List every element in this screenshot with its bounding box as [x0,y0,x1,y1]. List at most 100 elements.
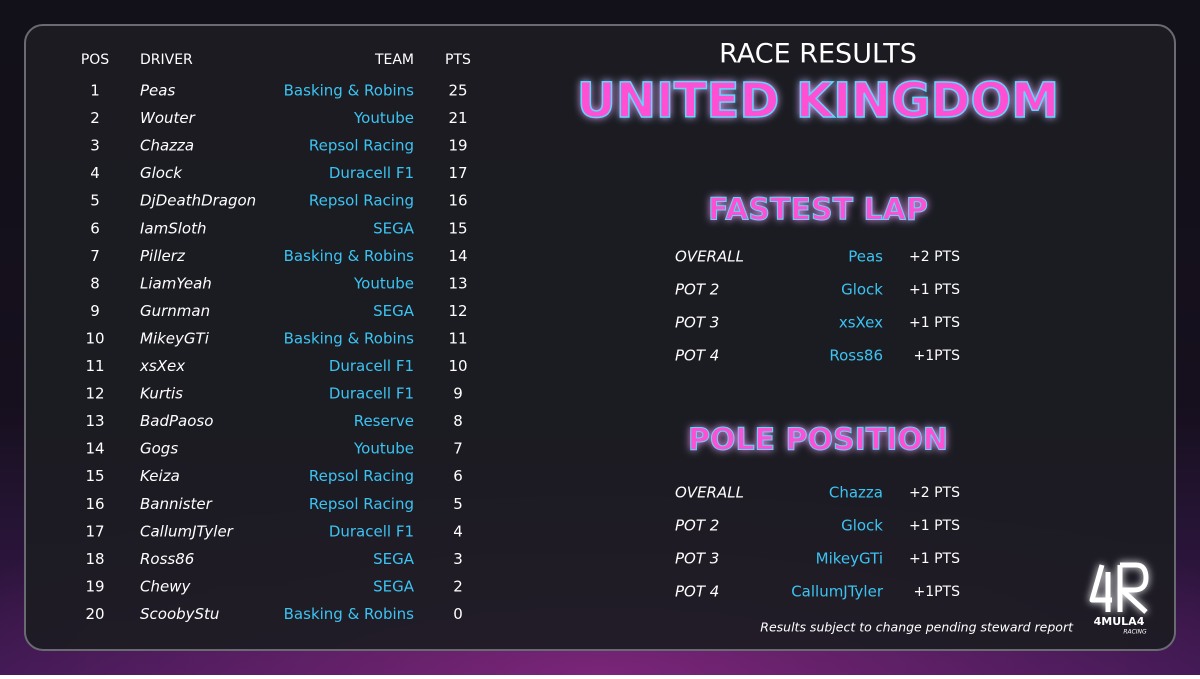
table-cell: Basking & Robins [284,329,415,347]
table-cell: 7 [90,247,100,265]
award-points: +1PTS [913,584,960,600]
award-driver: Glock [841,281,883,299]
table-cell: 9 [453,385,463,403]
table-cell: Basking & Robins [284,247,415,265]
table-cell: Youtube [353,274,414,292]
table-cell: Ross86 [140,550,194,568]
table-cell: 12 [448,302,467,320]
award-points: +1PTS [913,348,960,364]
logo-mark [1089,562,1149,614]
table-cell: Peas [140,82,175,100]
section-title: FASTEST LAP [708,193,928,228]
table-cell: 0 [453,605,463,623]
table-cell: Gogs [140,440,178,458]
logo-tagline: RACING [1123,629,1147,636]
award-label: OVERALL [675,484,744,502]
table-cell: Keiza [140,467,180,485]
table-cell: 16 [85,495,104,513]
table-cell: 19 [85,577,104,595]
table-cell: Pillerz [140,247,186,265]
table-cell: Bannister [140,495,213,513]
table-cell: 3 [90,137,100,155]
table-cell: Chazza [140,137,194,155]
table-header: DRIVER [140,52,193,68]
table-cell: 6 [453,467,463,485]
award-label: POT 2 [675,281,719,299]
table-cell: Youtube [353,109,414,127]
table-cell: 12 [85,385,104,403]
footer-note: Results subject to change pending stewar… [760,620,1074,635]
table-cell: 25 [448,82,467,100]
table-cell: Gurnman [140,302,210,320]
award-driver: Peas [848,248,883,266]
table-cell: SEGA [373,550,415,568]
table-cell: 6 [90,219,100,237]
table-cell: Youtube [353,440,414,458]
logo: 4MULA4 RACING [1089,562,1149,636]
award-driver: xsXex [839,314,883,332]
table-cell: CallumJTyler [140,522,234,540]
table-cell: ScoobyStu [140,605,219,623]
table-cell: Basking & Robins [284,605,415,623]
table-cell: Duracell F1 [329,357,414,375]
table-cell: 2 [90,109,100,127]
award-label: POT 3 [675,314,719,332]
table-cell: 1 [90,82,100,100]
table-cell: 17 [85,522,104,540]
table-cell: 21 [448,109,467,127]
table-cell: DjDeathDragon [140,192,256,210]
award-points: +1 PTS [909,518,960,534]
panel [24,24,1176,651]
title: RACE RESULTS [719,39,917,70]
table-cell: Glock [140,164,183,182]
award-points: +1 PTS [909,551,960,567]
award-label: POT 3 [675,550,719,568]
award-label: OVERALL [675,248,744,266]
table-cell: 9 [90,302,100,320]
table-cell: 15 [448,219,467,237]
table-cell: SEGA [373,302,415,320]
award-driver: CallumJTyler [791,583,884,601]
award-points: +2 PTS [909,485,960,501]
table-cell: Chewy [140,577,191,595]
table-cell: 4 [453,522,463,540]
table-cell: Duracell F1 [329,164,414,182]
subtitle: UNITED KINGDOM [577,73,1059,129]
table-cell: Duracell F1 [329,385,414,403]
table-cell: 14 [448,247,467,265]
award-driver: Glock [841,517,883,535]
table-cell: 11 [85,357,104,375]
table-cell: SEGA [373,219,415,237]
table-cell: 13 [448,274,467,292]
table-cell: Reserve [354,412,414,430]
table-cell: 17 [448,164,467,182]
table-cell: 13 [85,412,104,430]
table-cell: BadPaoso [140,412,213,430]
section-title: POLE POSITION [688,423,948,458]
award-driver: MikeyGTi [816,550,883,568]
table-cell: 19 [448,137,467,155]
table-cell: 4 [90,164,100,182]
table-cell: 20 [85,605,104,623]
award-points: +1 PTS [909,282,960,298]
table-cell: Basking & Robins [284,82,415,100]
table-cell: 10 [448,357,467,375]
table-cell: 5 [453,495,463,513]
award-points: +2 PTS [909,249,960,265]
table-cell: 7 [453,440,463,458]
table-cell: IamSloth [140,219,206,237]
table-cell: 11 [448,329,467,347]
table-cell: Kurtis [140,385,183,403]
table-cell: 15 [85,467,104,485]
table-cell: LiamYeah [140,274,212,292]
table-header: POS [81,52,109,68]
table-cell: xsXex [139,357,185,375]
table-cell: 8 [453,412,463,430]
table-cell: 5 [90,192,100,210]
table-cell: 3 [453,550,463,568]
award-label: POT 4 [675,583,719,601]
award-label: POT 2 [675,517,719,535]
table-cell: Repsol Racing [309,192,414,210]
award-points: +1 PTS [909,315,960,331]
table-header: PTS [445,52,471,68]
